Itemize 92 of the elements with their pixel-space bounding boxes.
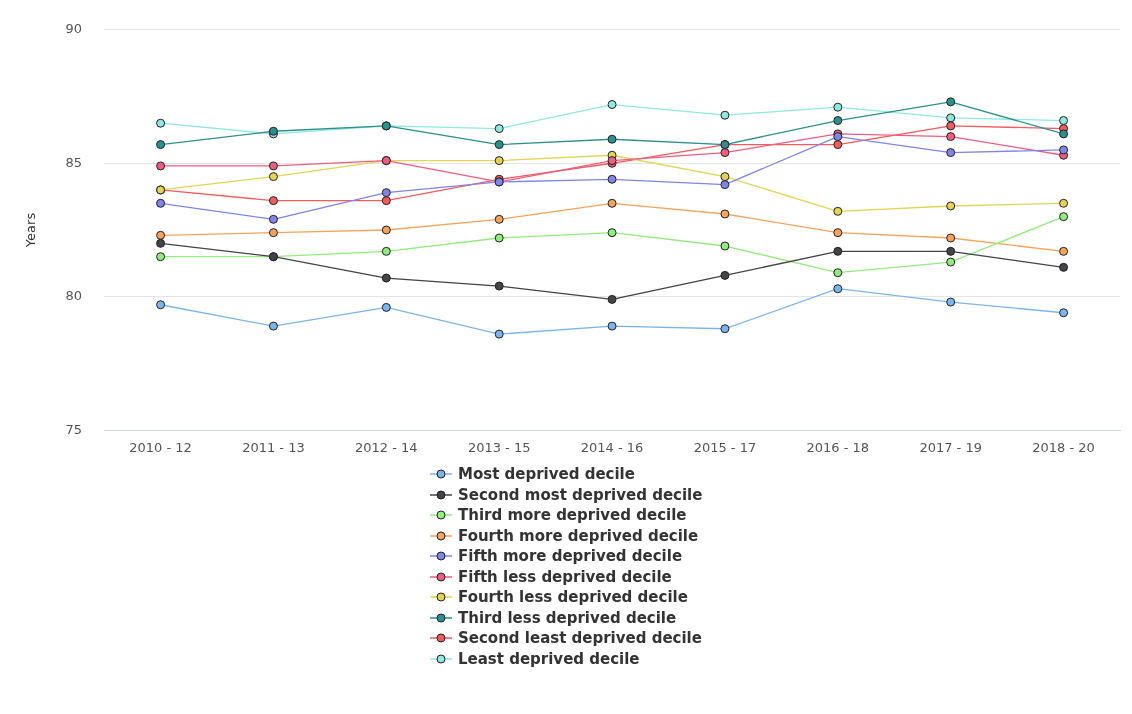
point [381, 225, 391, 235]
point [156, 252, 166, 262]
point [156, 198, 166, 208]
point [268, 321, 278, 331]
point [381, 273, 391, 283]
point [946, 148, 956, 158]
legend-label: Second least deprived decile [458, 628, 702, 649]
point [833, 228, 843, 238]
legend-label: Fifth more deprived decile [458, 546, 683, 567]
point [946, 97, 956, 107]
point [833, 284, 843, 294]
point [607, 134, 617, 144]
point [833, 116, 843, 126]
point [156, 140, 166, 150]
point [1059, 116, 1069, 126]
legend-label: Second most deprived decile [458, 484, 703, 505]
point [607, 228, 617, 238]
point [946, 113, 956, 123]
point [268, 196, 278, 206]
point [1059, 262, 1069, 272]
point [268, 214, 278, 224]
point [720, 209, 730, 219]
legend-label: Fifth less deprived decile [458, 566, 672, 587]
point [946, 233, 956, 243]
point [381, 188, 391, 198]
point [833, 102, 843, 112]
point [381, 196, 391, 206]
point [607, 100, 617, 110]
legend-label: Third more deprived decile [458, 505, 687, 526]
point [833, 246, 843, 256]
y-tick-label: 90 [65, 21, 83, 37]
point [1059, 129, 1069, 139]
y-tick-label: 75 [65, 421, 83, 437]
point [1059, 198, 1069, 208]
point [494, 140, 504, 150]
point [494, 124, 504, 134]
point [156, 161, 166, 171]
legend-label: Fourth less deprived decile [458, 587, 688, 608]
x-tick-label: 2010 - 12 [129, 440, 192, 456]
point [946, 246, 956, 256]
point [720, 180, 730, 190]
x-tick-label: 2018 - 20 [1032, 440, 1095, 456]
legend-label: Fourth more deprived decile [458, 525, 699, 546]
point [1059, 212, 1069, 222]
point [946, 257, 956, 267]
y-axis-title: Years [23, 212, 39, 249]
point [607, 174, 617, 184]
point [494, 281, 504, 291]
point [720, 172, 730, 182]
point [494, 156, 504, 166]
point [381, 302, 391, 312]
point [720, 324, 730, 334]
point [494, 214, 504, 224]
point [268, 172, 278, 182]
point [720, 110, 730, 120]
legend-label: Most deprived decile [458, 464, 635, 485]
point [1059, 308, 1069, 318]
point [720, 148, 730, 158]
point [833, 268, 843, 278]
point [607, 321, 617, 331]
point [156, 300, 166, 310]
x-tick-label: 2016 - 18 [806, 440, 870, 456]
point [946, 201, 956, 211]
legend-label: Third less deprived decile [458, 607, 677, 628]
point [156, 238, 166, 248]
point [494, 329, 504, 339]
x-tick-label: 2012 - 14 [355, 440, 418, 456]
point [156, 230, 166, 240]
point [833, 206, 843, 216]
legend-label: Least deprived decile [458, 648, 640, 669]
point [946, 297, 956, 307]
point [268, 161, 278, 171]
point [381, 246, 391, 256]
point [946, 121, 956, 131]
point [494, 233, 504, 243]
point [607, 294, 617, 304]
point [833, 140, 843, 150]
point [156, 118, 166, 128]
point [268, 228, 278, 238]
x-tick-label: 2011 - 13 [242, 440, 305, 456]
x-tick-label: 2014 - 16 [580, 440, 644, 456]
x-tick-label: 2015 - 17 [693, 440, 757, 456]
point [720, 241, 730, 251]
point [607, 198, 617, 208]
x-tick-label: 2013 - 15 [467, 440, 531, 456]
point [720, 270, 730, 280]
x-tick-label: 2017 - 19 [919, 440, 982, 456]
point [1059, 145, 1069, 155]
y-tick-label: 85 [65, 154, 83, 170]
point [946, 132, 956, 142]
y-tick-label: 80 [65, 288, 83, 304]
point [1059, 246, 1069, 256]
